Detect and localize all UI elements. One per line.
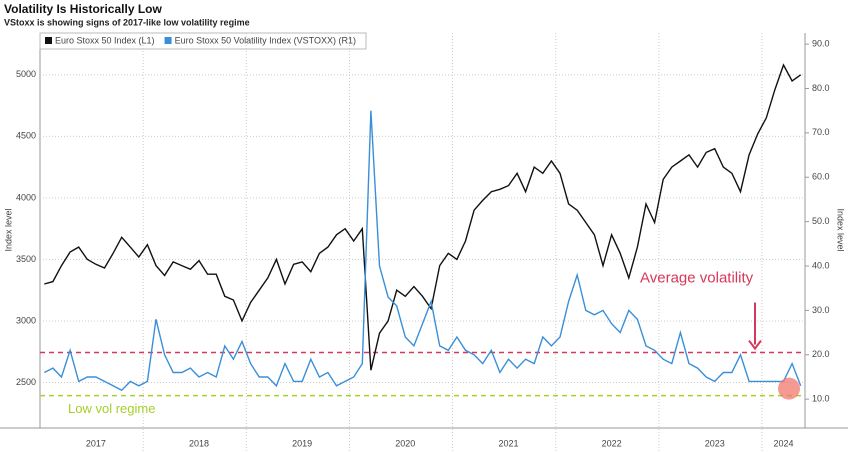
y-axis-title: Index level bbox=[3, 208, 13, 251]
legend-swatch bbox=[45, 37, 52, 44]
series-line bbox=[44, 63, 802, 371]
y2-tick-label: 40.0 bbox=[812, 260, 830, 270]
legend-label: Euro Stoxx 50 Volatility Index (VSTOXX) … bbox=[175, 35, 356, 45]
annotation: Average volatility bbox=[640, 270, 754, 287]
x-tick-label: 2023 bbox=[705, 438, 725, 448]
chart-title: Volatility Is Historically Low bbox=[4, 2, 162, 16]
y2-axis-title: Index level bbox=[836, 208, 846, 251]
annotation: Low vol regime bbox=[68, 401, 155, 416]
x-tick-label: 2018 bbox=[189, 438, 209, 448]
legend-label: Euro Stoxx 50 Index (L1) bbox=[55, 35, 155, 45]
y-tick-label: 4000 bbox=[16, 192, 36, 202]
y2-tick-label: 50.0 bbox=[812, 216, 830, 226]
y2-tick-label: 30.0 bbox=[812, 305, 830, 315]
x-tick-label: 2021 bbox=[498, 438, 518, 448]
y2-tick-label: 70.0 bbox=[812, 127, 830, 137]
y2-tick-label: 80.0 bbox=[812, 83, 830, 93]
legend-box bbox=[39, 32, 367, 50]
x-tick-label: 2019 bbox=[292, 438, 312, 448]
y2-tick-label: 90.0 bbox=[812, 38, 830, 48]
y-tick-label: 2500 bbox=[16, 377, 36, 387]
y-tick-label: 3000 bbox=[16, 315, 36, 325]
y2-tick-label: 60.0 bbox=[812, 172, 830, 182]
y2-tick-label: 10.0 bbox=[812, 394, 830, 404]
y-tick-label: 4500 bbox=[16, 131, 36, 141]
x-tick-label: 2022 bbox=[602, 438, 622, 448]
y-tick-label: 5000 bbox=[16, 69, 36, 79]
chart-subtitle: VStoxx is showing signs of 2017-like low… bbox=[4, 17, 250, 27]
highlight-circle bbox=[778, 377, 800, 400]
x-tick-label: 2017 bbox=[86, 438, 106, 448]
x-tick-label: 2020 bbox=[395, 438, 415, 448]
y-tick-label: 3500 bbox=[16, 254, 36, 264]
arrow-head bbox=[748, 339, 762, 351]
legend-swatch bbox=[164, 37, 172, 44]
y2-tick-label: 20.0 bbox=[812, 349, 830, 359]
series-line bbox=[43, 110, 802, 392]
x-tick-label: 2024 bbox=[773, 438, 793, 448]
